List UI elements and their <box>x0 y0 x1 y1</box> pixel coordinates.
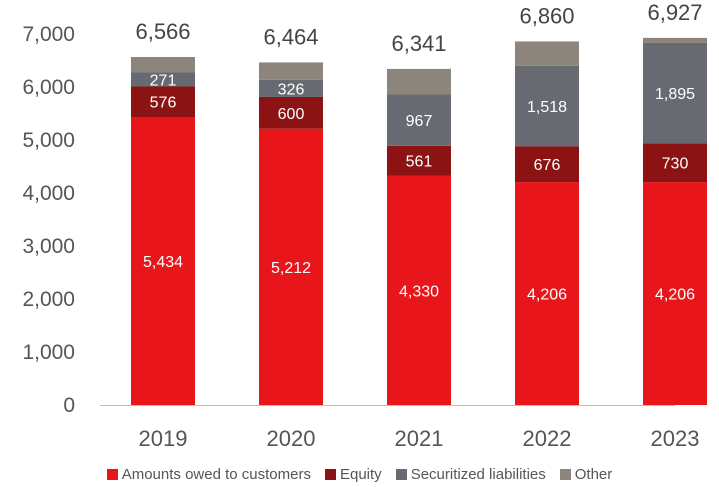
total-label: 6,464 <box>263 24 318 49</box>
y-tick-label: 2,000 <box>22 288 75 311</box>
y-tick-label: 6,000 <box>22 76 75 99</box>
y-tick-label: 0 <box>63 394 75 417</box>
bar-segment-amounts-owed-to-customers <box>259 128 323 405</box>
total-label: 6,927 <box>647 0 702 25</box>
y-tick-label: 1,000 <box>22 341 75 364</box>
total-label: 6,860 <box>519 3 574 28</box>
data-label: 4,330 <box>399 283 439 300</box>
data-label: 326 <box>278 81 305 98</box>
data-label: 967 <box>406 113 433 130</box>
y-tick-label: 4,000 <box>22 182 75 205</box>
x-tick-label: 2023 <box>651 426 700 451</box>
data-label: 576 <box>150 95 177 112</box>
bar-segment-other <box>387 68 451 95</box>
data-label: 1,518 <box>527 99 567 116</box>
bar-segment-equity <box>643 143 707 183</box>
bar-segment-securitized-liabilities <box>387 94 451 146</box>
bar-segment-other <box>643 37 707 43</box>
data-label: 561 <box>406 154 433 171</box>
x-tick-label: 2020 <box>267 426 316 451</box>
data-label: 4,206 <box>655 287 695 304</box>
data-label: 271 <box>150 72 177 89</box>
bar-segment-securitized-liabilities <box>131 72 195 87</box>
legend-item-other: Other <box>559 465 613 483</box>
data-label: 4,206 <box>527 287 567 304</box>
x-tick-label: 2022 <box>523 426 572 451</box>
y-tick-label: 5,000 <box>22 129 75 152</box>
data-label: 5,434 <box>143 254 183 271</box>
bar-segment-other <box>515 41 579 66</box>
data-label: 1,895 <box>655 86 695 103</box>
total-label: 6,341 <box>391 31 446 56</box>
bar-segment-securitized-liabilities <box>259 79 323 97</box>
x-tick-label: 2021 <box>395 426 444 451</box>
data-label: 676 <box>534 157 561 174</box>
data-label: 600 <box>278 106 305 123</box>
legend-label-other: Other <box>574 465 613 483</box>
bar-segment-other <box>259 62 323 80</box>
legend-label-securitized: Securitized liabilities <box>410 465 546 483</box>
bar-segment-securitized-liabilities <box>643 42 707 144</box>
bar-segment-amounts-owed-to-customers <box>515 182 579 405</box>
legend-item-customers: Amounts owed to customers <box>106 465 311 483</box>
bar-segment-equity <box>131 86 195 117</box>
data-label: 730 <box>662 156 689 173</box>
data-label: 5,212 <box>271 260 311 277</box>
legend-label-customers: Amounts owed to customers <box>121 465 311 483</box>
y-tick-label: 7,000 <box>22 23 75 46</box>
bar-segment-amounts-owed-to-customers <box>387 175 451 405</box>
y-tick-label: 3,000 <box>22 235 75 258</box>
legend-item-equity: Equity <box>324 465 382 483</box>
legend-swatch-other <box>559 468 571 480</box>
bar-segment-amounts-owed-to-customers <box>131 116 195 406</box>
bar-segment-equity <box>259 96 323 129</box>
chart-legend: Amounts owed to customers Equity Securit… <box>0 463 719 485</box>
bar-segment-securitized-liabilities <box>515 65 579 147</box>
bar-segment-equity <box>387 145 451 176</box>
legend-label-equity: Equity <box>339 465 382 483</box>
legend-swatch-equity <box>324 468 336 480</box>
legend-swatch-securitized <box>395 468 407 480</box>
bar-segment-other <box>131 57 195 73</box>
legend-swatch-customers <box>106 468 118 480</box>
x-tick-label: 2019 <box>139 426 188 451</box>
bar-segment-equity <box>515 146 579 183</box>
total-label: 6,566 <box>135 19 190 44</box>
legend-item-securitized: Securitized liabilities <box>395 465 546 483</box>
bar-segment-amounts-owed-to-customers <box>643 182 707 405</box>
